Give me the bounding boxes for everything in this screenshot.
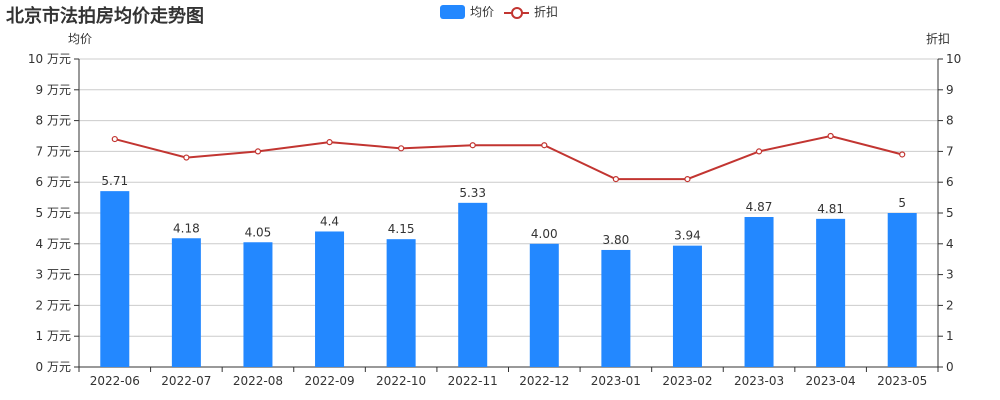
discount-point bbox=[398, 145, 405, 152]
bar bbox=[601, 249, 631, 367]
legend-line-swatch-icon[interactable] bbox=[504, 5, 530, 19]
bar bbox=[816, 218, 846, 367]
x-tick-label: 2023-01 bbox=[591, 374, 641, 388]
bar bbox=[243, 242, 273, 367]
chart-title: 北京市法拍房均价走势图 bbox=[6, 6, 204, 27]
bar bbox=[887, 213, 917, 367]
left-tick-label: 2 万元 bbox=[36, 298, 71, 312]
left-tick-label: 3 万元 bbox=[36, 268, 71, 282]
discount-point bbox=[541, 142, 548, 149]
x-tick-label: 2022-09 bbox=[304, 374, 354, 388]
discount-line bbox=[114, 134, 903, 181]
bar-value-label: 4.05 bbox=[245, 225, 272, 239]
legend-label-avg-price[interactable]: 均价 bbox=[470, 5, 495, 19]
x-tick-label: 2023-02 bbox=[662, 374, 712, 388]
discount-point bbox=[612, 176, 619, 183]
right-axis-name: 折扣 bbox=[926, 32, 951, 46]
legend-bar-swatch-icon[interactable] bbox=[440, 4, 465, 19]
x-tick-label: 2022-12 bbox=[519, 374, 569, 388]
bar bbox=[315, 231, 345, 367]
left-tick-label: 0 万元 bbox=[36, 360, 71, 374]
bar-value-label: 5.71 bbox=[101, 174, 128, 188]
legend: 均价 折扣 bbox=[440, 3, 558, 20]
right-tick-label: 4 bbox=[946, 237, 954, 251]
right-tick-label: 8 bbox=[946, 114, 954, 128]
left-tick-label: 7 万元 bbox=[36, 144, 71, 158]
bar-value-label: 4.15 bbox=[388, 222, 415, 236]
right-tick-label: 0 bbox=[946, 360, 954, 374]
left-tick-label: 5 万元 bbox=[36, 206, 71, 220]
bar bbox=[529, 243, 559, 367]
discount-point bbox=[684, 176, 691, 183]
discount-point bbox=[755, 148, 763, 155]
left-tick-label: 8 万元 bbox=[36, 114, 71, 128]
left-axis-name: 均价 bbox=[68, 32, 93, 46]
right-tick-label: 6 bbox=[946, 175, 954, 189]
right-tick-label: 9 bbox=[946, 83, 954, 97]
bar-value-label: 5 bbox=[898, 196, 906, 210]
bar-value-label: 4.00 bbox=[531, 227, 558, 241]
left-tick-label: 4 万元 bbox=[36, 237, 71, 251]
bar bbox=[100, 191, 130, 367]
right-tick-label: 7 bbox=[946, 144, 954, 158]
bar bbox=[171, 238, 201, 367]
discount-point bbox=[827, 132, 834, 140]
left-tick-label: 1 万元 bbox=[36, 329, 71, 343]
bar-value-label: 4.81 bbox=[817, 202, 844, 216]
left-tick-label: 6 万元 bbox=[36, 175, 71, 189]
bar bbox=[458, 202, 488, 367]
discount-point bbox=[899, 151, 906, 158]
x-tick-label: 2023-05 bbox=[877, 374, 927, 388]
x-tick-label: 2022-10 bbox=[376, 374, 426, 388]
right-tick-label: 1 bbox=[946, 329, 954, 343]
right-tick-label: 10 bbox=[946, 52, 961, 66]
right-tick-label: 5 bbox=[946, 206, 954, 220]
bar-value-label: 4.18 bbox=[173, 221, 200, 235]
bar bbox=[744, 217, 774, 367]
bar bbox=[672, 245, 702, 367]
right-tick-label: 2 bbox=[946, 298, 954, 312]
bar-value-label: 4.87 bbox=[746, 200, 773, 214]
x-tick-label: 2022-11 bbox=[448, 374, 498, 388]
bar bbox=[386, 239, 416, 367]
left-tick-label: 9 万元 bbox=[36, 83, 71, 97]
bar-value-label: 3.80 bbox=[603, 233, 630, 247]
discount-point bbox=[326, 139, 333, 146]
bar-value-label: 3.94 bbox=[674, 229, 701, 243]
discount-point bbox=[111, 135, 118, 143]
bar-value-label: 5.33 bbox=[459, 186, 486, 200]
bar-value-label: 4.4 bbox=[320, 214, 339, 228]
left-tick-label: 10 万元 bbox=[28, 52, 71, 66]
legend-label-discount[interactable]: 折扣 bbox=[534, 5, 559, 19]
x-tick-label: 2023-04 bbox=[806, 374, 856, 388]
x-tick-label: 2022-08 bbox=[233, 374, 283, 388]
discount-point bbox=[183, 154, 190, 161]
x-tick-label: 2022-06 bbox=[90, 374, 140, 388]
discount-point bbox=[469, 142, 476, 149]
right-tick-label: 3 bbox=[946, 268, 954, 282]
x-tick-label: 2023-03 bbox=[734, 374, 784, 388]
x-tick-label: 2022-07 bbox=[161, 374, 211, 388]
discount-point bbox=[254, 148, 262, 155]
